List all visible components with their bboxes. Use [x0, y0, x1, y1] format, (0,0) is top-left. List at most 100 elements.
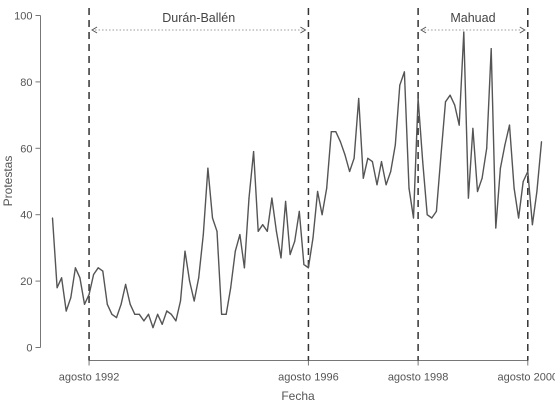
period-1: Mahuad	[420, 11, 526, 34]
data-point-79	[412, 217, 415, 219]
data-point-80	[417, 97, 419, 100]
data-point-62	[335, 131, 337, 133]
data-point-102	[518, 217, 520, 219]
data-point-28	[179, 300, 182, 302]
data-point-77	[403, 71, 405, 73]
data-point-51	[285, 200, 287, 202]
data-point-6	[79, 277, 81, 279]
data-point-81	[422, 161, 424, 163]
data-point-65	[349, 170, 351, 173]
data-point-3	[65, 310, 67, 312]
x-tick-label-2: agosto 1998	[388, 372, 449, 384]
data-point-60	[326, 187, 328, 189]
data-point-37	[221, 313, 223, 315]
data-point-78	[408, 187, 410, 189]
data-point-12	[106, 303, 108, 305]
data-point-63	[339, 141, 341, 143]
data-point-22	[152, 327, 154, 329]
x-tick-label-0: agosto 1992	[59, 372, 120, 384]
data-point-99	[504, 144, 506, 146]
data-point-75	[394, 144, 396, 146]
data-point-100	[508, 124, 511, 126]
data-point-16	[125, 283, 127, 285]
data-point-83	[431, 217, 433, 219]
y-tick-label-100: 100	[14, 11, 32, 23]
y-axis: 0 20 40 60 80 100	[14, 11, 41, 355]
data-point-0	[51, 217, 54, 219]
data-point-53	[294, 240, 296, 242]
data-point-57	[312, 237, 314, 239]
data-point-85	[440, 154, 442, 156]
data-point-71	[376, 184, 378, 186]
data-point-33	[202, 234, 204, 236]
data-point-98	[499, 167, 501, 169]
data-point-91	[467, 197, 469, 199]
data-point-11	[102, 270, 104, 272]
data-point-103	[522, 180, 524, 183]
y-tick-label-20: 20	[20, 276, 32, 288]
period-arrow-right-1	[519, 26, 526, 34]
data-point-55	[303, 263, 305, 266]
x-axis: agosto 1992 agosto 1996 agosto 1998 agosto …	[59, 360, 555, 384]
data-point-10	[97, 267, 99, 269]
data-point-13	[111, 313, 113, 315]
data-point-97	[495, 227, 497, 229]
data-point-29	[184, 250, 186, 252]
x-axis-label: Fecha	[281, 389, 315, 403]
y-tick-label-60: 60	[20, 143, 32, 155]
data-point-2	[61, 277, 63, 279]
data-point-105	[531, 224, 534, 226]
data-point-107	[540, 141, 543, 143]
data-point-25	[166, 310, 168, 312]
data-point-35	[211, 217, 214, 219]
data-point-58	[317, 190, 319, 193]
data-point-14	[115, 317, 118, 319]
data-point-95	[486, 147, 488, 149]
data-point-89	[458, 124, 460, 126]
data-point-104	[527, 170, 529, 173]
data-point-94	[481, 177, 483, 179]
data-point-84	[435, 210, 437, 212]
series-group	[51, 31, 543, 329]
data-point-41	[239, 234, 241, 236]
data-point-18	[134, 313, 136, 315]
data-point-42	[243, 267, 245, 269]
data-point-101	[513, 187, 515, 189]
period-boundaries	[88, 8, 529, 361]
data-point-48	[271, 197, 273, 199]
data-point-50	[280, 257, 282, 259]
x-tick-label-3: agosto 2000	[498, 372, 555, 384]
data-point-8	[88, 293, 90, 295]
data-point-23	[157, 313, 159, 315]
data-point-49	[275, 230, 277, 232]
data-point-56	[307, 267, 309, 269]
data-point-82	[426, 214, 428, 216]
data-point-73	[385, 184, 387, 186]
data-point-19	[138, 313, 140, 315]
data-point-96	[490, 48, 492, 50]
data-point-4	[70, 297, 72, 299]
y-tick-label-40: 40	[20, 210, 32, 222]
data-point-26	[170, 313, 172, 315]
data-point-1	[56, 287, 58, 289]
data-point-39	[230, 287, 232, 289]
data-point-40	[234, 250, 236, 252]
period-arrow-right-0	[300, 26, 307, 34]
data-point-21	[147, 313, 150, 315]
data-point-7	[83, 303, 86, 305]
x-tick-label-1: agosto 1996	[278, 372, 339, 384]
data-point-5	[74, 267, 76, 269]
period-arrow-left-0	[91, 26, 98, 34]
data-point-30	[189, 280, 191, 282]
data-point-24	[161, 323, 163, 325]
data-point-76	[399, 84, 401, 86]
y-tick-label-80: 80	[20, 77, 32, 89]
data-point-20	[143, 320, 145, 322]
data-point-17	[129, 303, 131, 305]
data-point-34	[207, 167, 209, 169]
period-arrow-left-1	[420, 26, 427, 34]
y-tick-label-0: 0	[26, 343, 32, 355]
data-point-47	[266, 230, 268, 232]
data-point-90	[463, 31, 465, 33]
